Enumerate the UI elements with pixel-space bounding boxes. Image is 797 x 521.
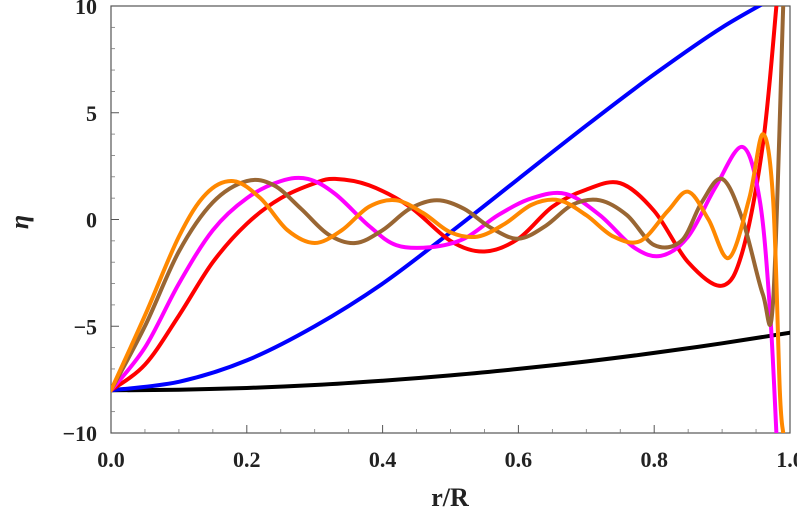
y-tick-label: 0 xyxy=(86,208,97,233)
x-tick-label: 0.8 xyxy=(640,447,668,472)
y-tick-label: −5 xyxy=(73,314,97,339)
series-line-brown xyxy=(111,6,786,393)
x-tick-label: 0.0 xyxy=(97,447,125,472)
series-layer xyxy=(111,6,790,433)
y-axis-label: η xyxy=(5,215,34,229)
x-tick-label: 0.4 xyxy=(369,447,397,472)
ticks-layer: 0.0 0.2 0.4 0.6 0.8 1.0 −10 −5 0 5 10 xyxy=(62,0,797,472)
y-tick-label: 5 xyxy=(86,101,97,126)
plot-frame xyxy=(110,5,791,434)
x-tick-label: 0.6 xyxy=(505,447,533,472)
x-tick-label: 0.2 xyxy=(233,447,261,472)
x-tick-label: 1.0 xyxy=(776,447,797,472)
y-tick-label: 10 xyxy=(75,0,97,19)
series-line-magenta xyxy=(111,144,779,433)
series-line-orange xyxy=(111,132,786,433)
series-line-red xyxy=(111,6,779,393)
series-line-black xyxy=(111,330,790,393)
series-line-blue xyxy=(111,6,763,393)
y-tick-label: −10 xyxy=(62,421,97,446)
x-axis-label: r/R xyxy=(431,483,469,512)
